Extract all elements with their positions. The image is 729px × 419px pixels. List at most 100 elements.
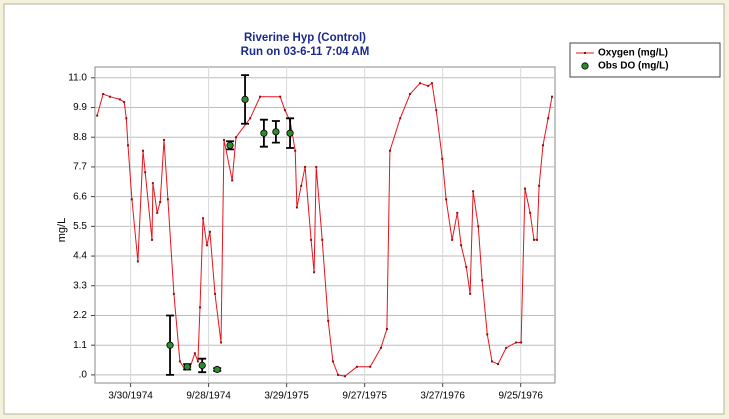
line-marker (193, 352, 196, 355)
line-marker (532, 238, 535, 241)
legend-label: Obs DO (mg/L) (598, 61, 669, 72)
line-marker (490, 360, 493, 363)
x-tick-label: 3/27/1976 (420, 391, 465, 402)
obs-point (226, 141, 234, 149)
y-tick-label: 1.1 (73, 340, 87, 351)
line-marker (523, 187, 526, 190)
line-marker (294, 149, 297, 152)
line-marker (315, 165, 318, 168)
line-marker (456, 211, 459, 214)
x-tick-label: 9/28/1974 (186, 391, 231, 402)
line-marker (142, 149, 145, 152)
line-marker (481, 279, 484, 282)
line-marker (249, 117, 252, 120)
line-marker (163, 138, 166, 141)
line-marker (279, 95, 282, 98)
line-marker (409, 93, 412, 96)
line-marker (477, 225, 480, 228)
line-marker (388, 149, 391, 152)
obs-point (198, 361, 206, 370)
x-tick-label: 3/29/1975 (264, 391, 309, 402)
line-marker (109, 95, 112, 98)
line-marker (465, 265, 468, 268)
line-marker (445, 198, 448, 201)
line-marker (118, 98, 121, 101)
line-marker (130, 198, 133, 201)
y-tick-label: 11.0 (68, 72, 87, 83)
line-marker (125, 117, 128, 120)
y-tick-label: 8.8 (73, 132, 87, 143)
y-tick-label: 7.7 (73, 162, 87, 173)
legend-swatch (584, 52, 586, 54)
line-marker (529, 211, 532, 214)
line-marker (535, 238, 538, 241)
obs-point (166, 341, 174, 349)
line-marker (205, 244, 208, 247)
obs-point (183, 363, 191, 371)
y-tick-label: 2.2 (73, 310, 87, 321)
line-marker (327, 319, 330, 322)
line-marker (136, 260, 139, 263)
line-marker (399, 117, 402, 120)
line-marker (337, 373, 340, 376)
y-tick-label: .0 (79, 370, 88, 381)
y-tick-label: 9.9 (73, 102, 87, 113)
y-axis-label: mg/L (56, 218, 68, 242)
x-tick-label: 9/27/1975 (342, 391, 387, 402)
y-tick-label: 5.5 (73, 221, 87, 232)
x-tick-label: 3/30/1974 (108, 391, 153, 402)
line-marker (304, 165, 307, 168)
line-marker (283, 109, 286, 112)
line-marker (123, 101, 126, 104)
line-marker (427, 84, 430, 87)
line-marker (259, 95, 262, 98)
obs-point (286, 129, 294, 137)
line-marker (331, 360, 334, 363)
line-marker (223, 138, 226, 141)
line-marker (295, 206, 298, 209)
line-marker (379, 346, 382, 349)
line-marker (435, 109, 438, 112)
line-marker (496, 363, 499, 366)
line-marker (151, 238, 154, 241)
y-tick-label: 6.6 (73, 191, 87, 202)
y-tick-label: 3.3 (73, 280, 87, 291)
line-marker (547, 117, 550, 120)
legend-label: Oxygen (mg/L) (598, 48, 668, 59)
line-marker (520, 341, 523, 344)
legend-box (569, 42, 721, 78)
line-marker (196, 360, 199, 363)
line-marker (514, 341, 517, 344)
line-marker (151, 182, 154, 185)
line-marker (430, 82, 433, 85)
line-marker (235, 136, 238, 139)
line-marker (505, 346, 508, 349)
obs-point (241, 95, 249, 104)
legend-swatch (581, 62, 589, 70)
line-marker (127, 144, 130, 147)
line-marker (172, 292, 175, 295)
chart-title: Riverine Hyp (Control) (244, 32, 366, 44)
line-marker (472, 190, 475, 193)
line-marker (159, 201, 162, 204)
line-marker (178, 360, 181, 363)
line-marker (385, 327, 388, 330)
line-marker (418, 82, 421, 85)
chart-subtitle: Run on 03-6-11 7:04 AM (241, 46, 370, 58)
line-marker (550, 95, 553, 98)
plot-area (94, 66, 556, 384)
line-marker (144, 171, 147, 174)
line-marker (451, 238, 454, 241)
data-line (96, 82, 553, 377)
line-marker (202, 217, 205, 220)
line-marker (538, 184, 541, 187)
line-marker (541, 144, 544, 147)
line-marker (166, 198, 169, 201)
line-marker (321, 238, 324, 241)
line-marker (96, 114, 99, 117)
line-marker (313, 271, 316, 274)
line-marker (369, 365, 372, 368)
line-marker (460, 244, 463, 247)
